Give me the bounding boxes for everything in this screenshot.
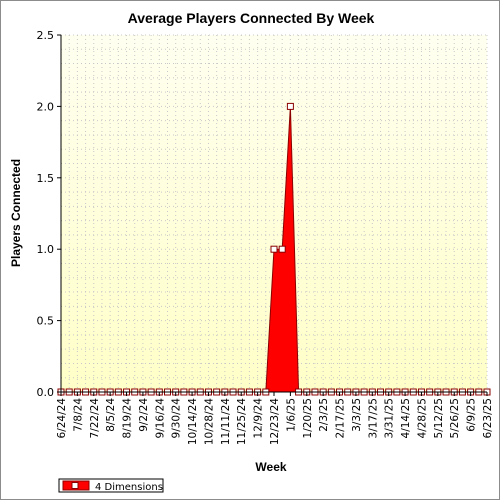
data-point [286,102,294,110]
data-point [270,245,278,253]
x-tick-label: 12/23/24 [269,398,281,445]
x-tick-label: 9/30/24 [171,398,183,439]
x-tick-label: 1/20/25 [302,398,314,438]
x-tick-label: 11/11/24 [220,398,232,445]
x-tick-label: 11/25/24 [236,398,248,445]
x-tick-label: 8/19/24 [122,398,134,439]
y-ticks: 0.0 0.5 1.0 1.5 2.0 2.5 [37,29,61,399]
x-tick-label: 10/28/24 [203,398,215,445]
x-tick-label: 3/3/25 [351,398,363,432]
y-axis-label: Players Connected [9,159,23,267]
x-tick-label: 5/12/25 [433,398,445,438]
x-tick-label: 2/17/25 [335,398,347,438]
x-tick-label: 4/28/25 [416,398,428,438]
y-tick-label: 1.0 [37,243,55,256]
x-tick-label: 7/8/24 [72,398,84,432]
data-point [278,245,286,253]
x-tick-label: 6/24/24 [56,398,68,439]
x-tick-label: 7/22/24 [89,398,101,439]
legend-label: 4 Dimensions [95,482,163,493]
x-tick-label: 8/5/24 [105,398,117,432]
x-tick-label: 1/6/25 [285,398,297,432]
x-tick-label: 2/3/25 [318,398,330,432]
x-tick-label: 6/9/25 [466,398,478,432]
x-tick-label: 12/9/24 [253,398,265,439]
x-tick-label: 5/26/25 [449,398,461,438]
y-tick-label: 2.0 [37,100,55,113]
x-tick-label: 9/2/24 [138,398,150,432]
x-tick-label: 6/23/25 [482,398,494,438]
legend-marker [71,482,79,489]
x-ticks: 6/24/24 7/8/24 7/22/24 8/5/24 8/19/24 9/2/24 9… [56,392,494,445]
x-tick-label: 3/17/25 [367,398,379,438]
y-tick-label: 0.5 [37,315,55,328]
x-tick-label: 4/14/25 [400,398,412,438]
y-tick-label: 1.5 [37,172,55,185]
x-tick-label: 9/16/24 [154,398,166,439]
x-tick-label: 10/14/24 [187,398,199,445]
x-axis-label: Week [255,460,286,474]
x-tick-label: 3/31/25 [384,398,396,438]
chart-title: Average Players Connected By Week [128,10,375,26]
y-tick-label: 0.0 [37,386,55,399]
y-tick-label: 2.5 [37,29,55,42]
legend: 4 Dimensions [58,478,164,493]
